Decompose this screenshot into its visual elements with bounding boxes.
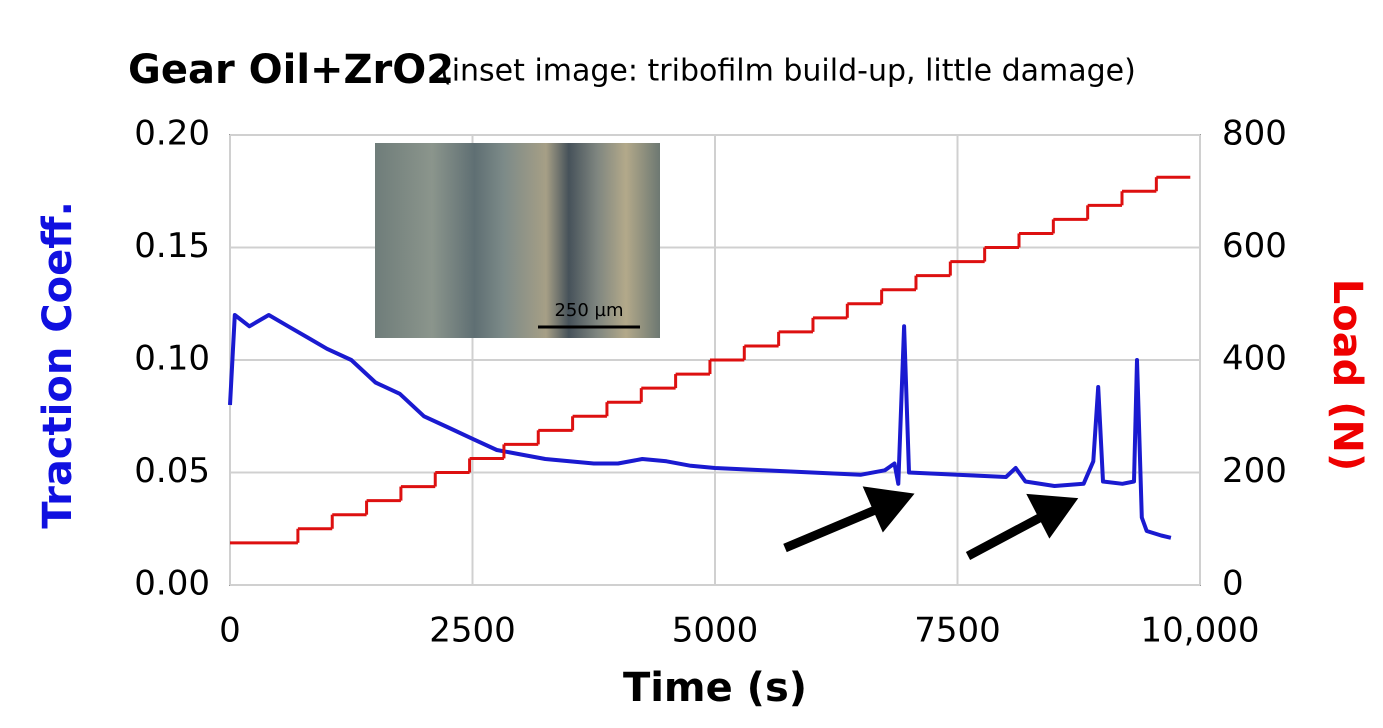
y-axis-label: Traction Coeff. [35, 201, 81, 529]
y2-tick-label: 200 [1222, 451, 1287, 491]
y-tick-label: 0.20 [134, 114, 210, 154]
x-tick-label: 10,000 [1141, 611, 1260, 651]
arrow-head [862, 486, 915, 533]
inset-image [375, 143, 660, 338]
y-tick-label: 0.05 [134, 451, 210, 491]
chart-subtitle: (inset image: tribofilm build-up, little… [440, 54, 1136, 89]
x-tick-label: 5000 [672, 611, 759, 651]
y2-tick-label: 800 [1222, 114, 1287, 154]
plot-layer [228, 134, 1201, 586]
x-tick-label: 0 [219, 611, 241, 651]
y2-tick-label: 0 [1222, 564, 1244, 604]
y-tick-label: 0.15 [134, 226, 210, 266]
arrow [783, 503, 882, 553]
arrows [783, 486, 1079, 560]
y-tick-label: 0.00 [134, 564, 210, 604]
y2-tick-label: 400 [1222, 339, 1287, 379]
y2-tick-label: 600 [1222, 226, 1287, 266]
y-tick-label: 0.10 [134, 339, 210, 379]
x-tick-label: 2500 [429, 611, 516, 651]
arrow-head [1026, 493, 1079, 539]
scale-label: 250 µm [554, 300, 623, 321]
x-tick-label: 7500 [914, 611, 1001, 651]
x-axis-label: Time (s) [623, 665, 807, 711]
y2-axis-label: Load (N) [1324, 279, 1370, 472]
traction-line [228, 313, 1172, 540]
chart-title: Gear Oil+ZrO2 [128, 47, 454, 93]
arrow [965, 511, 1048, 560]
